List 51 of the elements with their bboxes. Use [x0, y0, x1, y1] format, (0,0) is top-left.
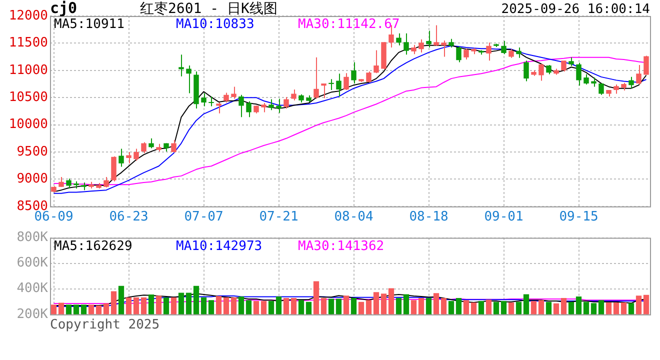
- candlestick: [178, 54, 184, 77]
- y-tick-label: 10000: [8, 117, 48, 132]
- text: MA10:10833: [176, 17, 254, 32]
- candlestick: [268, 98, 274, 111]
- candlestick: [96, 182, 102, 189]
- candlestick: [448, 38, 454, 48]
- candlestick: [441, 40, 446, 58]
- x-tick-label: 07-07: [184, 210, 224, 225]
- x-tick-label: 09-01: [484, 210, 524, 225]
- y-tick-label: 9500: [16, 144, 48, 160]
- y-tick-label: 200K: [16, 306, 48, 322]
- candlestick: [358, 78, 364, 82]
- candlestick: [434, 24, 439, 46]
- y-tick-label: 12000: [8, 8, 48, 24]
- candlestick: [306, 94, 312, 102]
- text: MA5:162629: [54, 238, 132, 254]
- annotation: 2025-09-26 16:00:14: [501, 2, 650, 17]
- y-tick-label: 11500: [8, 36, 48, 51]
- candlestick: [464, 48, 469, 60]
- y-tick-label: 10500: [8, 90, 48, 105]
- chart-title: 红枣2601 - 日K线图: [140, 1, 278, 17]
- x-tick-label: 09-15: [559, 210, 598, 225]
- y-tick-label: 600K: [16, 256, 48, 271]
- candlestick: [614, 84, 619, 94]
- x-tick-label: 06-23: [109, 210, 148, 225]
- text: Copyright 2025: [50, 317, 160, 332]
- candlestick: [261, 102, 266, 113]
- y-tick-label: 9000: [16, 172, 48, 187]
- text: MA30:141362: [298, 238, 384, 254]
- candlestick: [81, 182, 86, 191]
- text: MA10:142973: [176, 238, 262, 254]
- candlestick: [471, 48, 476, 55]
- candlestick: [531, 70, 536, 76]
- y-tick-label: 11000: [8, 62, 48, 78]
- candlestick: [426, 30, 432, 48]
- candlestick: [284, 96, 289, 109]
- candlestick: [568, 56, 574, 67]
- candlestick: [88, 181, 94, 189]
- y-tick-label: 800K: [16, 230, 48, 246]
- x-tick-label: 07-21: [259, 210, 298, 225]
- x-tick-label: 08-18: [409, 210, 448, 225]
- candlestick: [156, 143, 162, 152]
- candlestick: [621, 82, 626, 92]
- x-tick-label: 08-04: [334, 210, 374, 225]
- text: MA30:11142.67: [298, 17, 400, 32]
- candlestick: [606, 89, 612, 98]
- chart-subtitle: cj0: [50, 0, 78, 17]
- text: MA5:10911: [54, 17, 124, 32]
- y-tick-label: 400K: [16, 281, 48, 296]
- candlestick: [411, 44, 416, 55]
- candlestick: [216, 102, 222, 114]
